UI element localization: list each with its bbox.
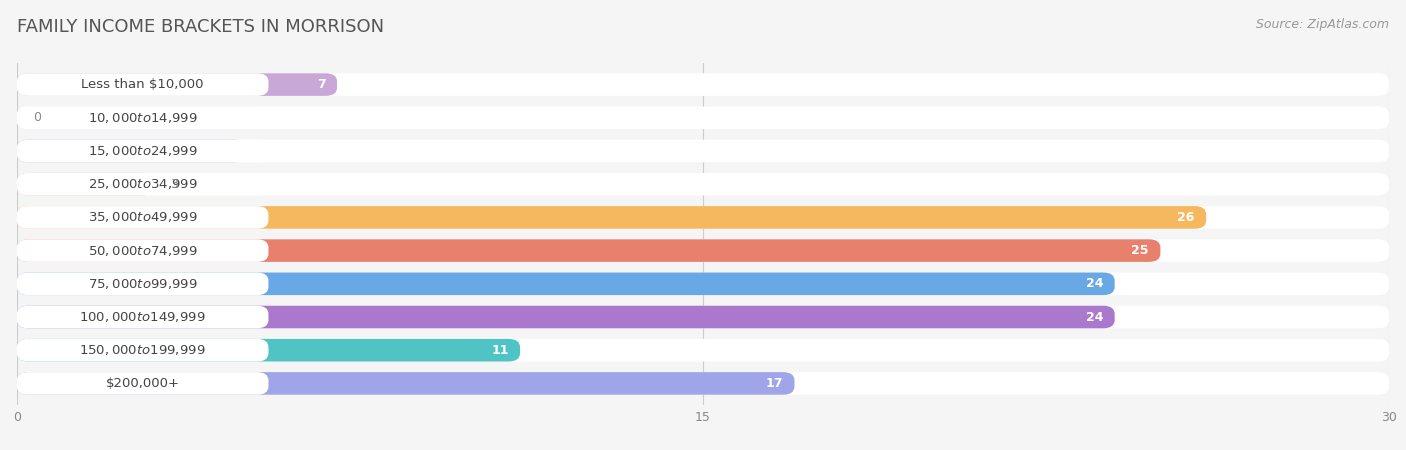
FancyBboxPatch shape xyxy=(17,306,1389,328)
FancyBboxPatch shape xyxy=(17,206,1206,229)
FancyBboxPatch shape xyxy=(17,140,269,162)
FancyBboxPatch shape xyxy=(17,140,1389,162)
FancyBboxPatch shape xyxy=(17,206,1389,229)
Text: 26: 26 xyxy=(1177,211,1195,224)
FancyBboxPatch shape xyxy=(17,173,1389,195)
FancyBboxPatch shape xyxy=(17,339,1389,361)
FancyBboxPatch shape xyxy=(17,239,269,262)
FancyBboxPatch shape xyxy=(17,73,337,96)
Text: $10,000 to $14,999: $10,000 to $14,999 xyxy=(87,111,197,125)
FancyBboxPatch shape xyxy=(17,306,1115,328)
Text: $15,000 to $24,999: $15,000 to $24,999 xyxy=(87,144,197,158)
FancyBboxPatch shape xyxy=(17,372,794,395)
Text: 17: 17 xyxy=(765,377,783,390)
FancyBboxPatch shape xyxy=(17,73,269,96)
FancyBboxPatch shape xyxy=(17,273,269,295)
Text: 25: 25 xyxy=(1132,244,1149,257)
FancyBboxPatch shape xyxy=(17,306,269,328)
FancyBboxPatch shape xyxy=(17,73,1389,96)
Text: $50,000 to $74,999: $50,000 to $74,999 xyxy=(87,243,197,257)
Text: 7: 7 xyxy=(316,78,326,91)
Text: 0: 0 xyxy=(32,111,41,124)
FancyBboxPatch shape xyxy=(17,273,1389,295)
Text: Source: ZipAtlas.com: Source: ZipAtlas.com xyxy=(1256,18,1389,31)
FancyBboxPatch shape xyxy=(17,339,269,361)
Text: $150,000 to $199,999: $150,000 to $199,999 xyxy=(79,343,205,357)
Text: Less than $10,000: Less than $10,000 xyxy=(82,78,204,91)
Text: 11: 11 xyxy=(491,344,509,357)
Text: 24: 24 xyxy=(1085,310,1104,324)
FancyBboxPatch shape xyxy=(17,107,269,129)
Text: $35,000 to $49,999: $35,000 to $49,999 xyxy=(87,211,197,225)
FancyBboxPatch shape xyxy=(17,273,1115,295)
FancyBboxPatch shape xyxy=(17,339,520,361)
FancyBboxPatch shape xyxy=(17,239,1389,262)
FancyBboxPatch shape xyxy=(17,107,1389,129)
Text: $200,000+: $200,000+ xyxy=(105,377,180,390)
FancyBboxPatch shape xyxy=(17,239,1160,262)
Text: $75,000 to $99,999: $75,000 to $99,999 xyxy=(87,277,197,291)
Text: $25,000 to $34,999: $25,000 to $34,999 xyxy=(87,177,197,191)
Text: 5: 5 xyxy=(225,144,235,158)
Text: 24: 24 xyxy=(1085,277,1104,290)
FancyBboxPatch shape xyxy=(17,206,269,229)
Text: FAMILY INCOME BRACKETS IN MORRISON: FAMILY INCOME BRACKETS IN MORRISON xyxy=(17,18,384,36)
FancyBboxPatch shape xyxy=(17,372,1389,395)
FancyBboxPatch shape xyxy=(17,173,269,195)
FancyBboxPatch shape xyxy=(17,173,155,195)
Text: $100,000 to $149,999: $100,000 to $149,999 xyxy=(79,310,205,324)
Text: 3: 3 xyxy=(170,178,179,191)
FancyBboxPatch shape xyxy=(17,372,269,395)
FancyBboxPatch shape xyxy=(17,140,246,162)
